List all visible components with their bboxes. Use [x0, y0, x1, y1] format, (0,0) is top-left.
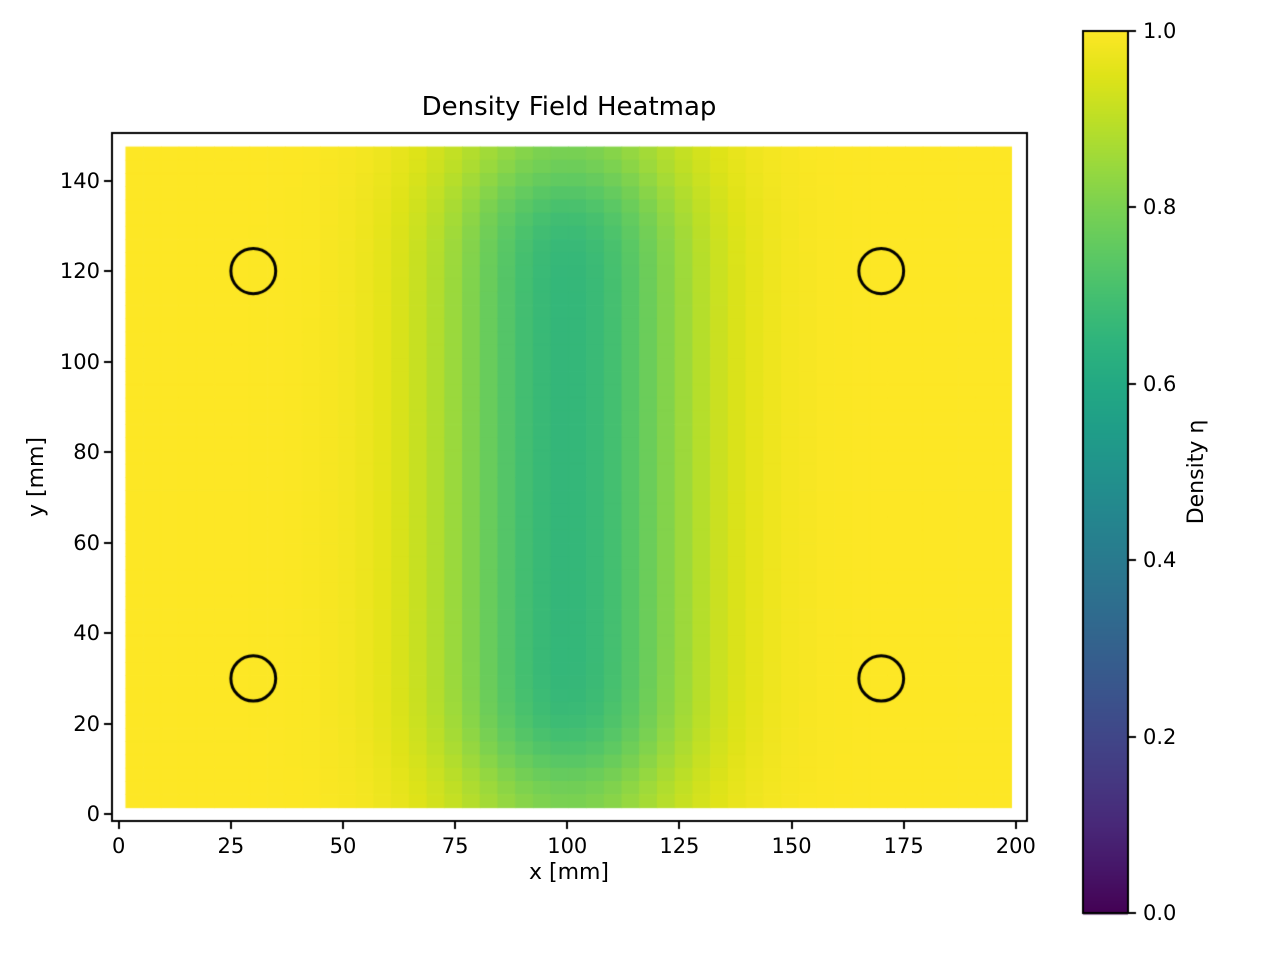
y-tick-label: 140: [59, 168, 100, 193]
y-tick-label: 120: [59, 259, 100, 284]
x-tick-label: 50: [329, 834, 357, 858]
y-tick-label: 40: [73, 621, 100, 646]
x-tick-label: 25: [217, 834, 245, 858]
colorbar-tick-label: 0.4: [1143, 548, 1177, 573]
x-tick-label: 200: [995, 834, 1036, 858]
y-tick-label: 0: [86, 802, 100, 827]
x-tick-label: 0: [112, 834, 126, 858]
y-tick-label: 20: [73, 711, 100, 736]
x-tick-label: 125: [659, 834, 700, 858]
x-axis-label: x [mm]: [528, 860, 610, 885]
x-tick-label: 175: [883, 834, 924, 858]
colorbar-label: Density η: [1184, 419, 1209, 525]
colorbar-tick-label: 0.6: [1143, 371, 1177, 396]
colorbar-tick-label: 1.0: [1143, 19, 1177, 43]
x-tick-label: 150: [771, 834, 812, 858]
colorbar-tick-label: 0.8: [1143, 195, 1177, 220]
y-tick-label: 100: [59, 349, 100, 374]
colorbar-tick-label: 0.0: [1143, 901, 1177, 925]
x-tick-label: 75: [441, 834, 469, 858]
y-tick-label: 80: [73, 440, 100, 465]
y-tick-label: 60: [73, 530, 100, 555]
chart-title: Density Field Heatmap: [421, 92, 717, 122]
colorbar-tick-label: 0.2: [1143, 724, 1177, 749]
x-tick-label: 100: [547, 834, 588, 858]
